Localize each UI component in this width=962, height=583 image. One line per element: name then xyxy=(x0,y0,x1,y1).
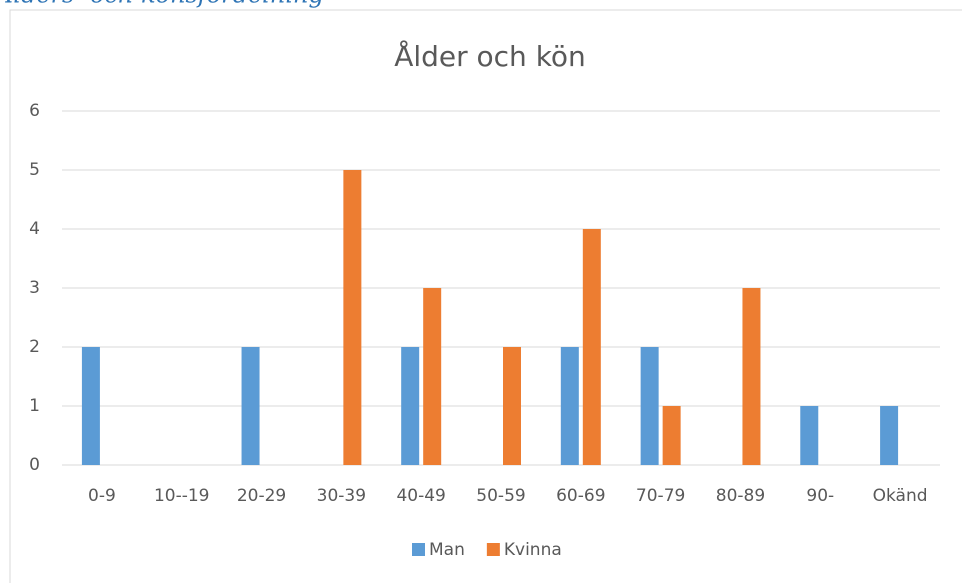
x-tick-label: 10--19 xyxy=(154,486,210,506)
bar xyxy=(560,347,579,465)
section-heading: Ålders- och könsfördelning xyxy=(0,0,324,9)
x-tick-label: 60-69 xyxy=(556,486,605,506)
x-tick-label: 30-39 xyxy=(317,486,366,506)
legend-label: Man xyxy=(429,540,465,560)
bar xyxy=(401,347,420,465)
bar xyxy=(662,406,681,465)
y-tick-label: 4 xyxy=(29,219,40,239)
bar xyxy=(582,229,601,465)
bar xyxy=(640,347,659,465)
y-tick-label: 6 xyxy=(29,101,40,121)
bar xyxy=(503,347,521,465)
x-tick-label: 20-29 xyxy=(237,486,286,506)
y-tick-label: 1 xyxy=(29,396,40,416)
bar xyxy=(423,288,442,465)
x-tick-label: 80-89 xyxy=(716,486,765,506)
y-tick-label: 0 xyxy=(29,455,40,475)
bar xyxy=(81,347,100,465)
legend-label: Kvinna xyxy=(504,540,562,560)
y-tick-label: 3 xyxy=(29,278,40,298)
bar xyxy=(800,406,819,465)
x-tick-label: 90- xyxy=(806,486,834,506)
x-tick-label: 50-59 xyxy=(476,486,525,506)
legend-swatch xyxy=(412,543,425,556)
chart-frame xyxy=(9,9,962,583)
legend-swatch xyxy=(486,543,500,556)
chart-title: Ålder och kön xyxy=(394,39,586,73)
x-tick-label: Okänd xyxy=(873,486,928,506)
y-tick-label: 2 xyxy=(29,337,40,357)
y-tick-label: 5 xyxy=(29,160,40,180)
x-tick-label: 40-49 xyxy=(396,486,445,506)
x-tick-label: 70-79 xyxy=(636,486,685,506)
bar xyxy=(880,406,899,465)
bar xyxy=(742,288,761,465)
bar xyxy=(241,347,260,465)
bar xyxy=(343,170,362,465)
x-tick-label: 0-9 xyxy=(88,486,116,506)
